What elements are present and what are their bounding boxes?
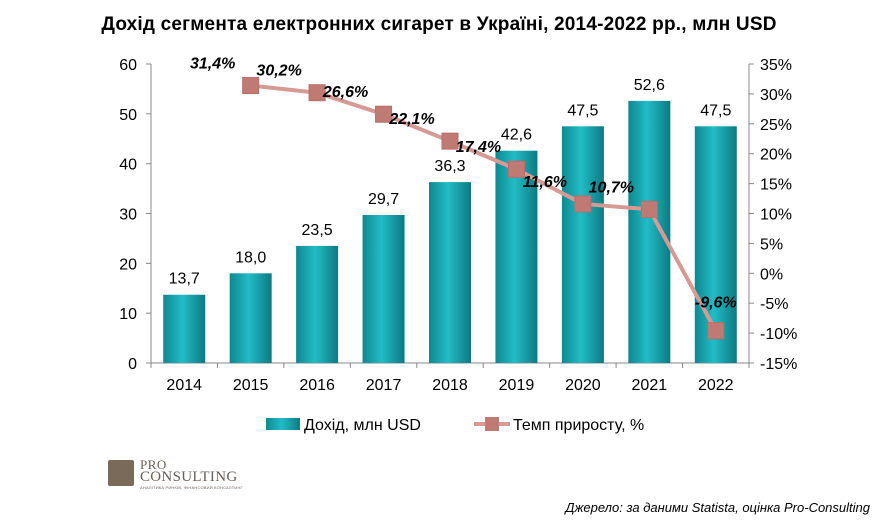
revenue-bar-label: 23,5	[302, 222, 333, 239]
logo-text-line2: CONSULTING	[140, 469, 238, 485]
growth-point-label: 30,2%	[256, 63, 301, 80]
x-tick-label: 2014	[166, 377, 202, 394]
growth-point-label: 17,4%	[456, 139, 501, 156]
revenue-bar	[163, 294, 206, 363]
x-tick-label: 2016	[299, 377, 335, 394]
growth-point-marker	[507, 160, 525, 178]
y-left-tick-label: 10	[119, 306, 137, 323]
pro-consulting-logo: PRO CONSULTING АНАЛІТИКА РИНКІВ, ФІНАНСО…	[108, 457, 268, 490]
growth-line	[242, 77, 725, 340]
revenue-bar-label: 52,6	[634, 77, 665, 94]
x-tick-label: 2019	[499, 377, 535, 394]
growth-point-label: 11,6%	[523, 174, 567, 191]
growth-point-label: -9,6%	[695, 295, 737, 312]
source-note: Джерело: за даними Statista, оцінка Pro-…	[565, 500, 870, 515]
y-left-tick-label: 40	[119, 157, 137, 174]
revenue-bar	[362, 214, 405, 363]
x-tick-label: 2015	[233, 377, 269, 394]
growth-point-label: 26,6%	[322, 84, 368, 101]
revenue-bar-label: 29,7	[368, 191, 399, 208]
x-tick-label: 2022	[698, 377, 734, 394]
y-right-tick-label: -10%	[760, 326, 797, 343]
x-tick-label: 2020	[565, 377, 601, 394]
revenue-bar-label: 13,7	[169, 271, 200, 288]
legend: Дохід, млн USD Темп приросту, %	[266, 417, 644, 434]
y-right-tick-label: 35%	[760, 57, 792, 74]
revenue-bar	[229, 273, 272, 363]
x-tick-label: 2021	[632, 377, 668, 394]
y-right-tick-label: 30%	[760, 87, 792, 104]
y-left-tick-label: 20	[119, 256, 137, 273]
y-left-tick-label: 30	[119, 207, 137, 224]
y-right-tick-label: 10%	[760, 207, 792, 224]
revenue-bar	[628, 100, 671, 364]
x-tick-label: 2017	[366, 377, 402, 394]
revenue-bar-label: 36,3	[434, 158, 465, 175]
growth-point-label: 22,1%	[388, 111, 434, 128]
revenue-bar	[296, 245, 339, 363]
data-labels: 13,7 18,0 23,5 29,7 36,3 42,6 47,5 52,6 47,5 31,4…	[169, 56, 737, 312]
y-right-tick-label: 15%	[760, 177, 792, 194]
growth-point-marker	[308, 84, 326, 102]
logo-mark-icon	[108, 460, 134, 486]
y-left-tick-label: 50	[119, 107, 137, 124]
y-right-tick-label: 20%	[760, 147, 792, 164]
growth-point-marker	[375, 105, 393, 123]
revenue-bar-label: 42,6	[501, 127, 532, 144]
growth-point-marker	[441, 132, 459, 150]
legend-label-growth: Темп приросту, %	[513, 417, 644, 434]
chart-title: Дохід сегмента електронних сигарет в Укр…	[101, 14, 777, 35]
legend-swatch-growth-marker	[485, 417, 499, 431]
y-right-tick-label: 5%	[760, 236, 783, 253]
legend-label-revenue: Дохід, млн USD	[304, 417, 421, 434]
growth-point-marker	[242, 77, 260, 95]
y-left-tick-label: 0	[128, 356, 137, 373]
axes: 0 10 20 30 40 50 60 -15% -10% -5% 0% 5% 10% 15% 20% 25%…	[119, 57, 797, 394]
revenue-bar	[495, 150, 538, 363]
y-right-tick-label: -5%	[760, 296, 788, 313]
logo-tagline: АНАЛІТИКА РИНКІВ, ФІНАНСОВИЙ КОНСАЛТИНГ	[140, 485, 243, 490]
growth-point-marker	[574, 195, 592, 213]
y-right-tick-label: -15%	[760, 356, 797, 373]
revenue-bar-label: 18,0	[235, 249, 266, 266]
revenue-bars	[163, 100, 737, 364]
growth-line-path	[250, 83, 718, 332]
x-tick-label: 2018	[432, 377, 468, 394]
revenue-bar-label: 47,5	[700, 102, 731, 119]
y-right-tick-label: 0%	[760, 266, 783, 283]
revenue-bar	[429, 182, 471, 363]
growth-point-marker	[707, 322, 725, 340]
logo-text-line1: PRO	[140, 457, 167, 472]
y-left-tick-label: 60	[119, 57, 137, 74]
revenue-bar	[561, 126, 604, 364]
growth-point-label: 10,7%	[589, 179, 634, 196]
legend-swatch-revenue	[266, 418, 300, 430]
growth-point-label: 31,4%	[190, 56, 235, 73]
growth-point-marker	[640, 200, 658, 218]
revenue-bar-label: 47,5	[567, 102, 598, 119]
y-right-tick-label: 25%	[760, 117, 792, 134]
